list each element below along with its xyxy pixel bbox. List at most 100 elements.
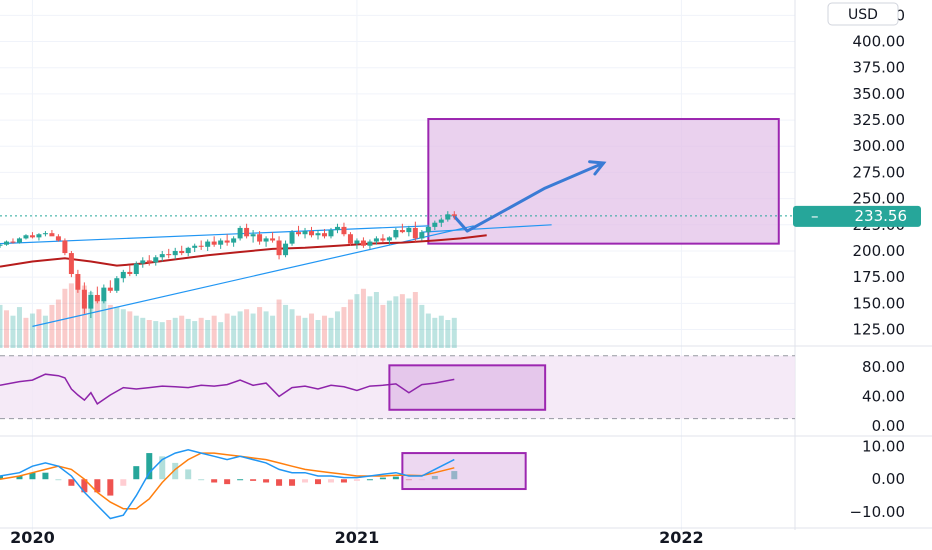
price-tick-label: 300.00 [853,137,906,155]
macd-histogram-bar [68,479,75,486]
candle-body [432,222,438,227]
volume-bar [386,300,392,348]
currency-label[interactable]: USD [848,7,878,23]
candle [328,227,334,239]
volume-bar [419,304,425,348]
candle-body [393,230,399,238]
rsi-pane [0,355,795,420]
macd-histogram-bar [250,479,257,481]
candle [16,237,22,244]
volume-bar [23,317,29,348]
candle-body [237,227,243,239]
time-tick-label: 2020 [10,528,55,547]
candle-body [263,238,269,242]
macd-histogram-bar [81,479,88,493]
volume-bar [399,294,405,348]
macd-histogram-bar [55,479,62,481]
candle-body [224,240,230,243]
candle [3,240,9,246]
price-tick-label: 275.00 [853,163,906,181]
candle-body [231,238,237,243]
candle [36,233,42,241]
candle [68,250,74,278]
candle [270,232,276,243]
volume-bar [153,321,159,348]
volume-bar [0,304,3,348]
candle [393,227,399,240]
candle-body [88,294,94,309]
volume-bar [341,307,347,348]
macd-tick-label: 0.00 [872,470,905,488]
candle-body [296,232,302,235]
volume-bar [172,317,178,348]
volume-bar [185,318,191,348]
last-price-value: 233.56 [855,207,908,225]
macd-histogram-bar [198,479,205,481]
candle [451,211,457,220]
price-axis[interactable]: 425.00400.00375.00350.00325.00300.00275.… [849,6,905,521]
candle-body [62,240,68,254]
macd-histogram-bar [211,479,218,483]
candle [153,255,159,266]
time-axis[interactable]: 2020 2021 2022 [0,527,932,547]
candle [276,236,282,260]
candle [263,236,269,247]
volume-bar [107,304,113,348]
candle [341,222,347,237]
price-tick-label: 175.00 [853,268,906,286]
candle [62,238,68,256]
candle-body [347,234,353,244]
candle [192,243,198,253]
candle-body [55,236,61,241]
candle-body [81,289,87,309]
price-tick-label: 125.00 [853,321,906,339]
candle-body [380,238,386,241]
trendline [0,225,429,245]
candle-body [153,257,159,263]
volume-bar [114,307,120,348]
volume-bar [140,317,146,348]
volume-bar [373,292,379,348]
volume-bar [16,307,22,348]
candle [360,237,366,248]
macd-histogram-bar [224,479,231,485]
candle [55,234,61,242]
volume-bar [354,294,360,348]
price-tick-label: 375.00 [853,59,906,77]
candle-body [321,233,327,237]
volume-bar [328,317,334,348]
candle [283,240,289,258]
price-tick-label: 400.00 [853,33,906,51]
volume-bar [101,300,107,348]
candle [334,223,340,234]
candle-body [399,230,405,233]
macd-tick-label: −10.00 [849,503,905,521]
candle [81,282,87,314]
candle [159,250,165,262]
volume-bar [205,320,211,348]
volume-bar [237,311,243,348]
candle-body [451,214,457,216]
candle [179,245,185,256]
candle [406,225,412,237]
candle-body [218,240,224,245]
currency-button[interactable]: USD [827,2,899,26]
rsi-tick-label: 80.00 [862,358,905,376]
candle-body [166,254,172,256]
volume-bar [367,296,373,348]
candle-body [68,253,74,275]
volume-bar [55,299,61,348]
candle [347,232,353,246]
volume-bar [309,313,315,348]
last-price-badge: – 233.56 [793,205,921,227]
moving-average-layer [0,234,487,268]
candle-body [16,238,22,243]
candle [88,290,94,319]
volume-bar [231,315,237,348]
volume-bar [94,296,100,348]
volume-bar [425,313,431,348]
trendline [421,224,552,233]
candle-body [244,227,250,237]
candle-body [315,233,321,236]
